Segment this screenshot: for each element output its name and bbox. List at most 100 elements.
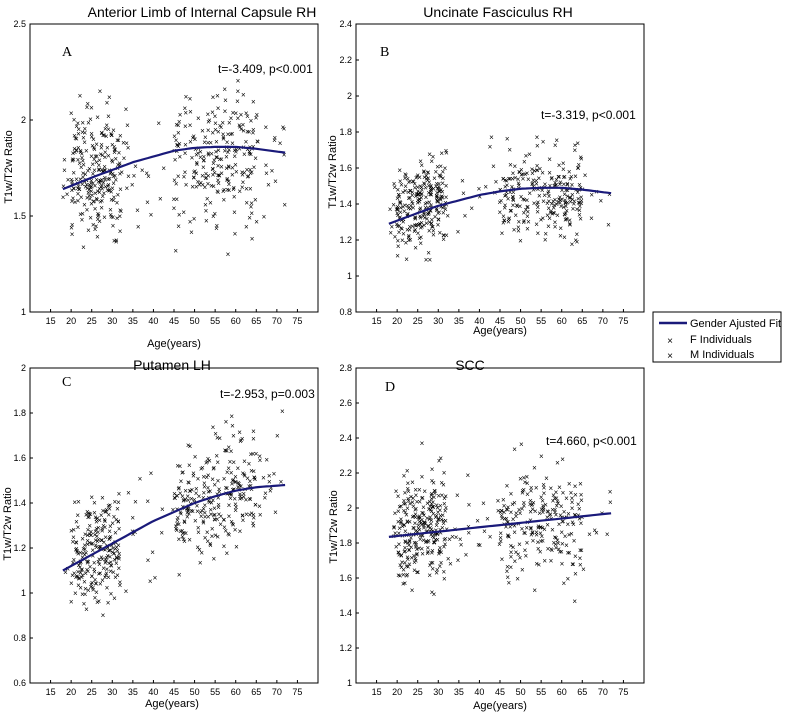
m-individual-point: ×	[99, 175, 104, 184]
m-individual-point: ×	[86, 513, 91, 522]
m-individual-point: ×	[416, 229, 421, 238]
m-individual-point: ×	[245, 127, 250, 136]
m-individual-point: ×	[541, 503, 546, 512]
m-individual-point: ×	[413, 505, 418, 514]
m-individual-point: ×	[506, 174, 511, 183]
f-individual-point: ×	[508, 207, 513, 216]
y-tick-label: 2	[347, 503, 352, 513]
m-individual-point: ×	[115, 214, 120, 223]
f-individual-point: ×	[194, 489, 199, 498]
f-individual-point: ×	[509, 490, 514, 499]
f-individual-point: ×	[510, 500, 515, 509]
m-individual-point: ×	[437, 187, 442, 196]
f-individual-point: ×	[211, 93, 216, 102]
f-individual-point: ×	[92, 565, 97, 574]
m-individual-point: ×	[405, 553, 410, 562]
f-individual-point: ×	[229, 491, 234, 500]
f-individual-point: ×	[525, 203, 530, 212]
f-individual-point: ×	[74, 134, 79, 143]
m-individual-point: ×	[86, 188, 91, 197]
f-individual-point: ×	[409, 492, 414, 501]
f-individual-point: ×	[71, 533, 76, 542]
f-individual-point: ×	[579, 519, 584, 528]
f-individual-point: ×	[83, 530, 88, 539]
f-individual-point: ×	[108, 532, 113, 541]
f-individual-point: ×	[231, 108, 236, 117]
m-individual-point: ×	[397, 228, 402, 237]
m-individual-point: ×	[553, 196, 558, 205]
x-tick-label: 75	[618, 687, 628, 697]
m-individual-point: ×	[421, 168, 426, 177]
m-individual-point: ×	[80, 590, 85, 599]
m-individual-point: ×	[93, 576, 98, 585]
m-individual-point: ×	[441, 174, 446, 183]
f-individual-point: ×	[187, 510, 192, 519]
panel-b-letter: B	[380, 45, 389, 60]
panel-a-stat: t=-3.409, p<0.001	[218, 62, 313, 76]
f-individual-point: ×	[180, 492, 185, 501]
m-individual-point: ×	[112, 498, 117, 507]
panel-c-title: Putamen LH	[133, 357, 211, 373]
m-individual-point: ×	[217, 171, 222, 180]
m-individual-point: ×	[75, 184, 80, 193]
x-tick-label: 70	[598, 316, 608, 326]
f-individual-point: ×	[80, 180, 85, 189]
m-individual-point: ×	[185, 504, 190, 513]
m-individual-point: ×	[410, 586, 415, 595]
f-individual-point: ×	[206, 512, 211, 521]
m-individual-point: ×	[534, 528, 539, 537]
m-individual-point: ×	[96, 523, 101, 532]
m-individual-point: ×	[223, 107, 228, 116]
f-individual-point: ×	[80, 565, 85, 574]
m-individual-point: ×	[403, 170, 408, 179]
m-individual-point: ×	[421, 536, 426, 545]
f-individual-point: ×	[79, 193, 84, 202]
m-individual-point: ×	[543, 230, 548, 239]
f-individual-point: ×	[124, 105, 129, 114]
f-individual-point: ×	[93, 541, 98, 550]
f-individual-point: ×	[233, 230, 238, 239]
m-individual-point: ×	[505, 518, 510, 527]
m-individual-point: ×	[211, 182, 216, 191]
m-individual-point: ×	[216, 171, 221, 180]
f-individual-point: ×	[435, 565, 440, 574]
m-individual-point: ×	[89, 132, 94, 141]
f-individual-point: ×	[230, 421, 235, 430]
f-individual-point: ×	[109, 156, 114, 165]
f-individual-point: ×	[418, 182, 423, 191]
m-individual-point: ×	[441, 231, 446, 240]
f-individual-point: ×	[212, 156, 217, 165]
m-individual-point: ×	[79, 566, 84, 575]
m-individual-point: ×	[202, 483, 207, 492]
m-individual-point: ×	[432, 174, 437, 183]
f-individual-point: ×	[517, 168, 522, 177]
f-individual-point: ×	[88, 510, 93, 519]
f-individual-point: ×	[530, 165, 535, 174]
m-individual-point: ×	[227, 180, 232, 189]
m-individual-point: ×	[226, 130, 231, 139]
m-individual-point: ×	[186, 478, 191, 487]
m-individual-point: ×	[407, 546, 412, 555]
m-individual-point: ×	[195, 543, 200, 552]
m-individual-point: ×	[145, 198, 150, 207]
f-individual-point: ×	[403, 182, 408, 191]
m-individual-point: ×	[521, 499, 526, 508]
m-individual-point: ×	[91, 585, 96, 594]
f-individual-point: ×	[183, 496, 188, 505]
m-individual-point: ×	[76, 182, 81, 191]
f-individual-point: ×	[72, 145, 77, 154]
f-individual-point: ×	[538, 548, 543, 557]
x-tick-label: 45	[495, 687, 505, 697]
m-individual-point: ×	[77, 185, 82, 194]
f-individual-point: ×	[579, 196, 584, 205]
f-individual-point: ×	[200, 172, 205, 181]
f-individual-point: ×	[408, 186, 413, 195]
f-individual-point: ×	[215, 532, 220, 541]
f-individual-point: ×	[103, 153, 108, 162]
m-individual-point: ×	[253, 501, 258, 510]
f-individual-point: ×	[418, 204, 423, 213]
f-individual-point: ×	[552, 494, 557, 503]
m-individual-point: ×	[396, 507, 401, 516]
f-individual-point: ×	[516, 520, 521, 529]
f-individual-point: ×	[237, 428, 242, 437]
